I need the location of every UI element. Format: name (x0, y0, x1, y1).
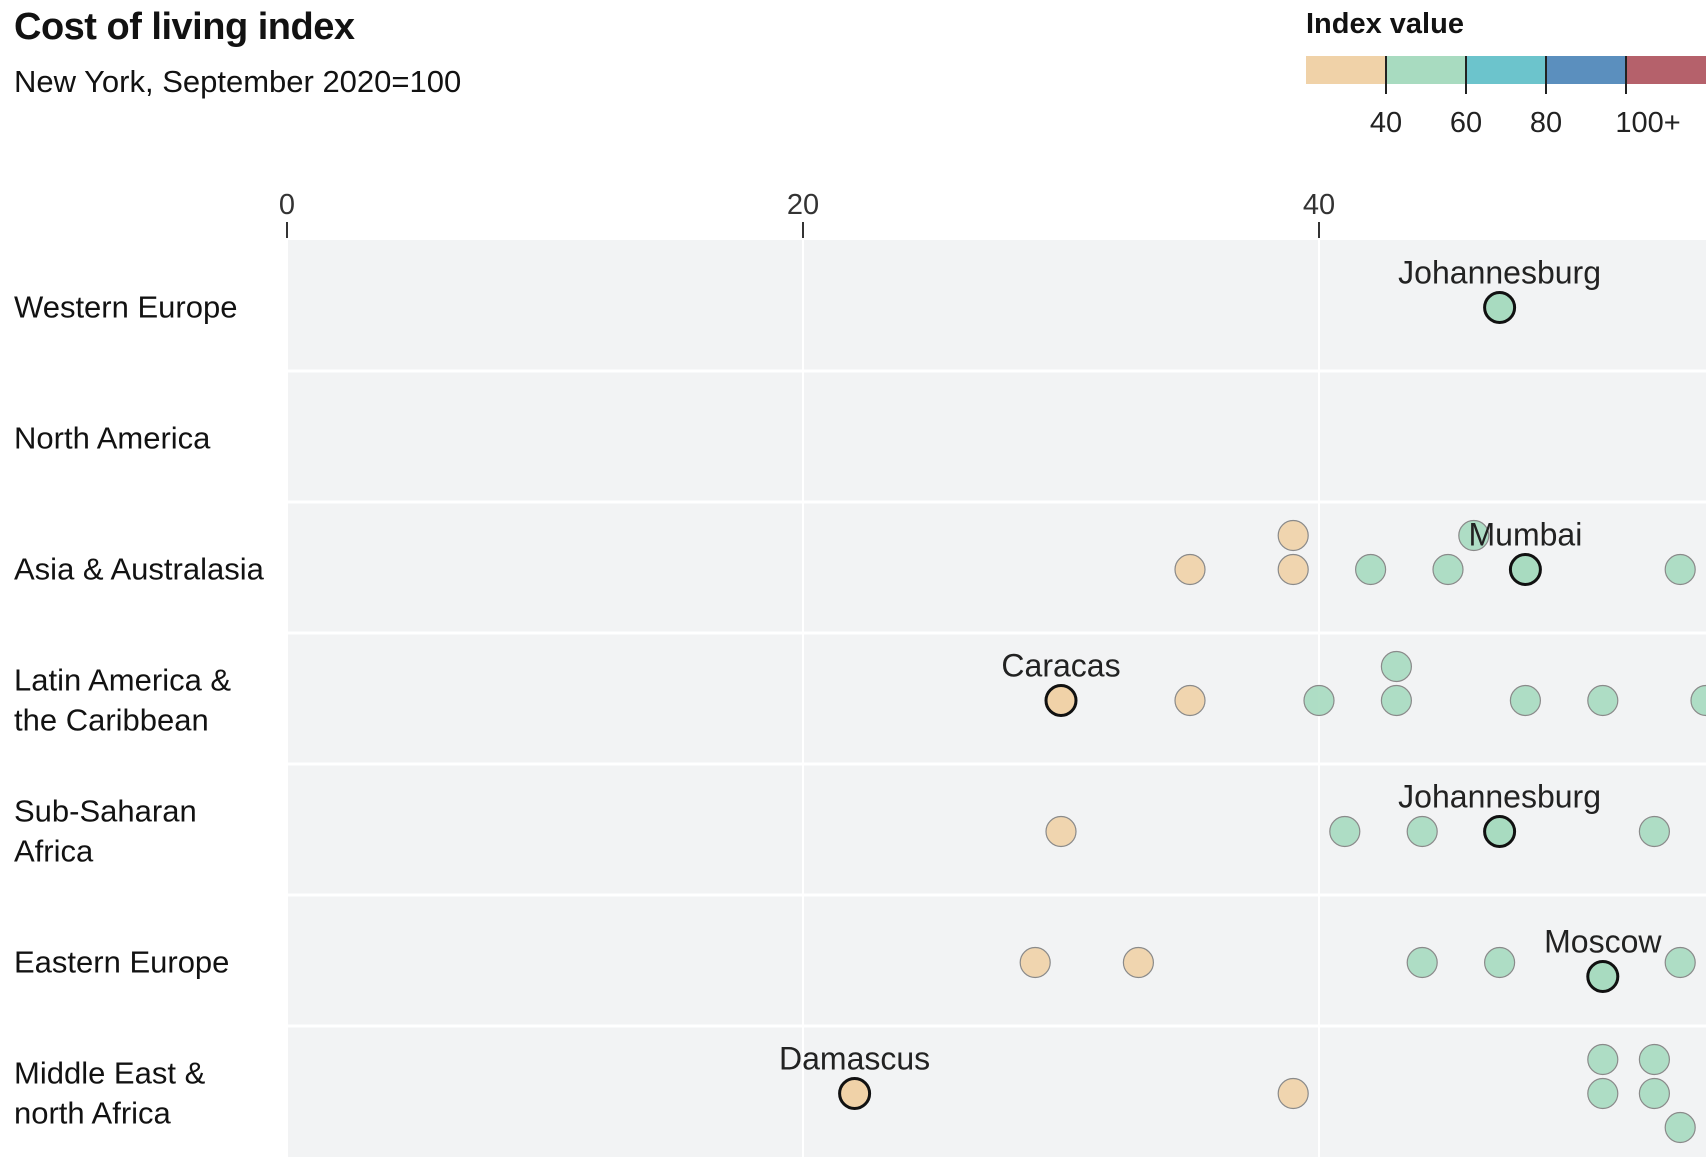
x-axis: 020406080100 (279, 189, 1335, 238)
highlight-dot-johannesburg (1483, 815, 1517, 848)
city-dot (1354, 553, 1387, 586)
region-label: Middle East & north Africa (14, 1056, 206, 1131)
city-dot (1509, 684, 1542, 717)
city-dot (1690, 684, 1706, 717)
region-row-asia-australasia: Asia & AustralasiaMumbaiTel AvivDamascus (14, 517, 1696, 587)
city-dot (1277, 553, 1309, 586)
chart-title: Cost of living index (14, 6, 355, 48)
highlight-dot-johannesburg (1483, 291, 1517, 324)
region-label: Asia & Australasia (14, 552, 265, 587)
city-label-mumbai: Mumbai (1468, 517, 1582, 553)
city-dot (1638, 1043, 1671, 1076)
region-label: North America (14, 421, 211, 456)
city-dot (1587, 684, 1619, 717)
city-dot (1664, 553, 1696, 586)
legend-swatch (1466, 56, 1546, 84)
region-label: Latin America & the Caribbean (14, 663, 231, 738)
city-dot (1122, 946, 1155, 979)
city-dot (1406, 946, 1438, 979)
region-dots (1174, 650, 1706, 717)
city-label-caracas: Caracas (1001, 648, 1120, 684)
region-label: Eastern Europe (14, 945, 229, 980)
legend-tick-label: 80 (1530, 107, 1562, 139)
legend-tick-label: 60 (1450, 107, 1482, 139)
city-label-johannesburg: Johannesburg (1398, 779, 1601, 815)
city-dot (1664, 1111, 1696, 1144)
highlight-dot-caracas (1044, 684, 1078, 717)
region-row-middle-east-north-africa: Middle East &north AfricaDamascusDubaiTe… (14, 1041, 1696, 1144)
city-dot (1174, 684, 1206, 717)
legend-swatch (1306, 56, 1386, 84)
city-dot (1406, 815, 1438, 848)
highlight-dot-damascus (838, 1077, 872, 1110)
city-dot (1019, 946, 1051, 979)
chart-subtitle: New York, September 2020=100 (14, 64, 462, 99)
color-legend: 40 60 80 100+ (1306, 56, 1706, 139)
city-dot (1458, 519, 1490, 552)
region-row-latin-america-the-caribbean: Latin America &the CaribbeanCaracasSanti… (14, 648, 1706, 738)
legend-title: Index value (1306, 8, 1464, 40)
city-dot (1483, 946, 1516, 979)
plot-background (286, 240, 1706, 1157)
legend-swatch (1626, 56, 1706, 84)
legend-swatch (1546, 56, 1626, 84)
plot-area (287, 240, 1706, 1157)
city-dot (1303, 684, 1335, 717)
x-tick-label: 0 (279, 189, 295, 221)
city-dot (1432, 553, 1464, 586)
region-row-north-america: North AmericaMoscowCaracas (14, 421, 211, 456)
city-dot (1380, 684, 1413, 717)
city-dot (1045, 815, 1077, 848)
x-tick-label: 20 (787, 189, 819, 221)
city-dot (1587, 1077, 1619, 1110)
city-dot (1638, 815, 1671, 848)
legend-swatch (1386, 56, 1466, 84)
legend-tick-label: 40 (1370, 107, 1402, 139)
region-dots (1019, 946, 1696, 979)
city-dot (1174, 553, 1206, 586)
region-dots (1045, 815, 1671, 848)
city-label-johannesburg: Johannesburg (1398, 255, 1601, 291)
city-dot (1329, 815, 1361, 848)
region-label: Sub-Saharan Africa (14, 794, 197, 869)
region-dots (1277, 1043, 1696, 1144)
region-dots (1174, 519, 1696, 586)
x-tick-label: 40 (1303, 189, 1335, 221)
legend-tick-label: 100+ (1615, 107, 1680, 139)
city-dot (1380, 650, 1413, 683)
city-label-moscow: Moscow (1544, 924, 1662, 960)
highlight-dot-moscow (1586, 960, 1620, 993)
city-dot (1587, 1043, 1619, 1076)
city-dot (1664, 946, 1696, 979)
region-rows: Western EuropeJohannesburgMadridSingapor… (14, 255, 1706, 1144)
city-label-damascus: Damascus (779, 1041, 930, 1077)
city-dot (1638, 1077, 1671, 1110)
city-dot (1277, 1077, 1309, 1110)
region-row-eastern-europe: Eastern Europe Moscow (14, 924, 1696, 993)
city-dot (1277, 519, 1309, 552)
highlight-dot-mumbai (1508, 553, 1542, 586)
region-label: Western Europe (14, 290, 237, 325)
region-row-sub-saharan-africa: Sub-Saharan Africa Johannesburg (14, 779, 1671, 869)
region-row-western-europe: Western EuropeJohannesburgMadridSingapor… (14, 255, 1601, 325)
